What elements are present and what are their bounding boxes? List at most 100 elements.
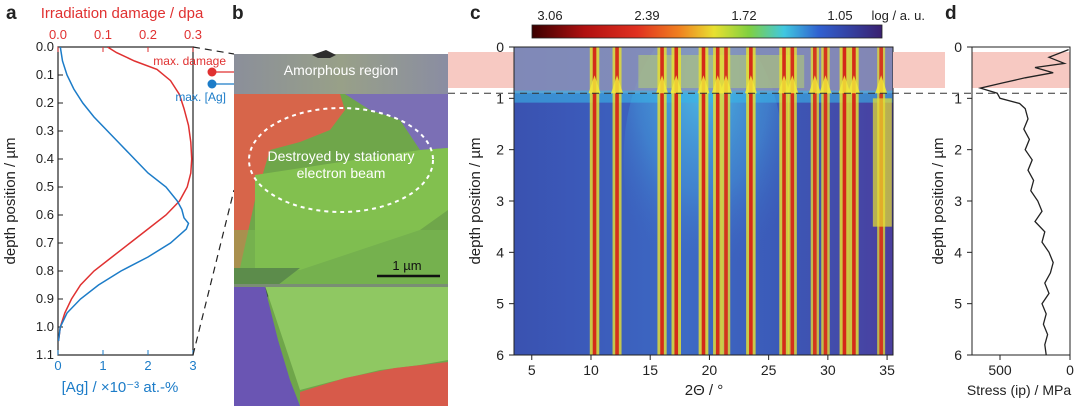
peak-core bbox=[615, 47, 619, 355]
panel-d-xlabel: Stress (ip) / MPa bbox=[967, 382, 1071, 398]
peak-core bbox=[749, 47, 753, 355]
panel-c-ytick-label: 4 bbox=[496, 244, 504, 260]
panel-a-toptick-label: 0.1 bbox=[94, 27, 112, 42]
peak-flare bbox=[838, 75, 851, 94]
panel-d-xtick-label: 0 bbox=[1066, 362, 1074, 378]
peak-flare bbox=[588, 75, 601, 94]
damage-series-line bbox=[58, 47, 193, 342]
colorbar-tick-label: 2.39 bbox=[634, 8, 659, 23]
panel-c-xtick-label: 30 bbox=[820, 362, 836, 378]
panel-d-chart: 0 1 2 3 4 5 6 500 0 Stress (ip) / MPa depth positi… bbox=[930, 39, 1074, 398]
highlight-band-right-c bbox=[893, 52, 945, 88]
panel-c-xtick-label: 20 bbox=[702, 362, 718, 378]
panel-c-ytick-label: 0 bbox=[496, 39, 504, 55]
panel-c-ytick-label: 1 bbox=[496, 90, 504, 106]
peak-core bbox=[790, 47, 795, 355]
panel-c-ytick-label: 5 bbox=[496, 296, 504, 312]
panel-a-frame bbox=[57, 46, 194, 356]
panel-a-ylabel: depth position / µm bbox=[2, 137, 19, 264]
stress-series-line bbox=[977, 48, 1069, 355]
max-damage-annotation: max. damage bbox=[153, 54, 226, 68]
panel-d-frame bbox=[971, 46, 1071, 356]
ag-series-line bbox=[58, 47, 190, 342]
scale-bar-label: 1 µm bbox=[392, 258, 421, 273]
panel-d-xtick-label: 500 bbox=[988, 362, 1012, 378]
peak-flare bbox=[711, 75, 724, 94]
panel-d-ytick-label: 1 bbox=[954, 90, 962, 106]
panel-a-toptick-label: 0.0 bbox=[49, 27, 67, 42]
peak-flare bbox=[611, 75, 624, 94]
panel-c-ylabel: depth position / µm bbox=[467, 137, 484, 264]
peak-core bbox=[782, 47, 786, 355]
panel-letter-c: c bbox=[470, 3, 481, 24]
highlight-band-d bbox=[972, 52, 1070, 88]
panel-c-xtick-label: 15 bbox=[642, 362, 658, 378]
panel-letter-d: d bbox=[945, 3, 957, 24]
panel-a-ytick-label: 1.0 bbox=[36, 319, 54, 334]
debris bbox=[312, 50, 336, 58]
micrograph: Amorphous region Destroyed by stationary… bbox=[234, 50, 448, 406]
highlight-band-left-c bbox=[448, 52, 514, 88]
peak-core bbox=[701, 47, 706, 355]
panel-a-ytick-label: 0.0 bbox=[36, 39, 54, 54]
max-damage-marker bbox=[207, 67, 217, 77]
peak-flare bbox=[819, 75, 832, 94]
panel-c-xtick-label: 35 bbox=[879, 362, 895, 378]
panel-a-ytick-label: 0.3 bbox=[36, 123, 54, 138]
peak-flare bbox=[847, 75, 860, 94]
edge-peak-cluster bbox=[872, 98, 892, 227]
grain-violet-bottom bbox=[234, 286, 300, 406]
panel-c-xlabel: 2Θ / ° bbox=[685, 382, 724, 399]
panel-d-ytick-label: 2 bbox=[954, 142, 962, 158]
destroyed-label-line2: electron beam bbox=[297, 165, 386, 181]
grain-red-left bbox=[234, 94, 345, 270]
grain-red-bottom bbox=[300, 362, 448, 406]
heatmap-body bbox=[514, 47, 893, 355]
panel-a-bottom-axis-label: [Ag] / ×10⁻³ at.-% bbox=[62, 379, 179, 396]
panel-c-ytick-label: 3 bbox=[496, 193, 504, 209]
panel-a-ytick-label: 0.9 bbox=[36, 291, 54, 306]
peak-core bbox=[592, 47, 597, 355]
peak-core bbox=[852, 47, 856, 355]
panel-a-bottomtick-label: 0 bbox=[54, 358, 61, 373]
panel-a-ytick-label: 0.2 bbox=[36, 95, 54, 110]
peak-core bbox=[724, 47, 728, 355]
peak-flare bbox=[778, 75, 791, 94]
zoom-line-bottom bbox=[192, 189, 235, 356]
peak-flare bbox=[697, 75, 710, 94]
colorbar-tick-label: 1.05 bbox=[827, 8, 852, 23]
panel-c-ytick-label: 2 bbox=[496, 142, 504, 158]
panel-a-bottomtick-label: 1 bbox=[99, 358, 106, 373]
peak-flare bbox=[786, 75, 799, 94]
panel-a-bottomtick-label: 3 bbox=[189, 358, 196, 373]
peak-flare bbox=[720, 75, 733, 94]
panel-letter-a: a bbox=[6, 3, 17, 24]
panel-letter-b: b bbox=[232, 3, 244, 24]
destroyed-ellipse bbox=[248, 107, 434, 213]
peak-flare bbox=[744, 75, 757, 94]
panel-c-xtick-label: 5 bbox=[528, 362, 536, 378]
panel-c-xtick-label: 25 bbox=[761, 362, 777, 378]
max-ag-annotation: max. [Ag] bbox=[175, 90, 226, 104]
peak-flare bbox=[875, 75, 888, 94]
peak-core bbox=[813, 47, 817, 355]
panel-a-toptick-label: 0.3 bbox=[184, 27, 202, 42]
colorbar-tick-label: 3.06 bbox=[537, 8, 562, 23]
zoom-line-top bbox=[192, 46, 235, 55]
panel-a-chart: 0.0 0.1 0.2 0.3 0.4 0.5 0.6 0.7 0.8 0.9 1.0 1.1 0.0 0… bbox=[2, 5, 240, 396]
panel-a-ytick-label: 0.8 bbox=[36, 263, 54, 278]
panel-a-ytick-label: 0.7 bbox=[36, 235, 54, 250]
panel-d-series-group bbox=[977, 48, 1069, 355]
panel-a-ytick-label: 0.4 bbox=[36, 151, 54, 166]
panel-c-xtick-label: 10 bbox=[583, 362, 599, 378]
peak-flare bbox=[808, 75, 821, 94]
panel-d-ylabel: depth position / µm bbox=[930, 137, 947, 264]
panel-a-toptick-label: 0.2 bbox=[139, 27, 157, 42]
peak-core bbox=[842, 47, 847, 355]
peak-flare bbox=[670, 75, 683, 94]
panel-d-ytick-label: 6 bbox=[954, 347, 962, 363]
amorphous-label: Amorphous region bbox=[284, 62, 398, 78]
panel-d-ytick-label: 3 bbox=[954, 193, 962, 209]
